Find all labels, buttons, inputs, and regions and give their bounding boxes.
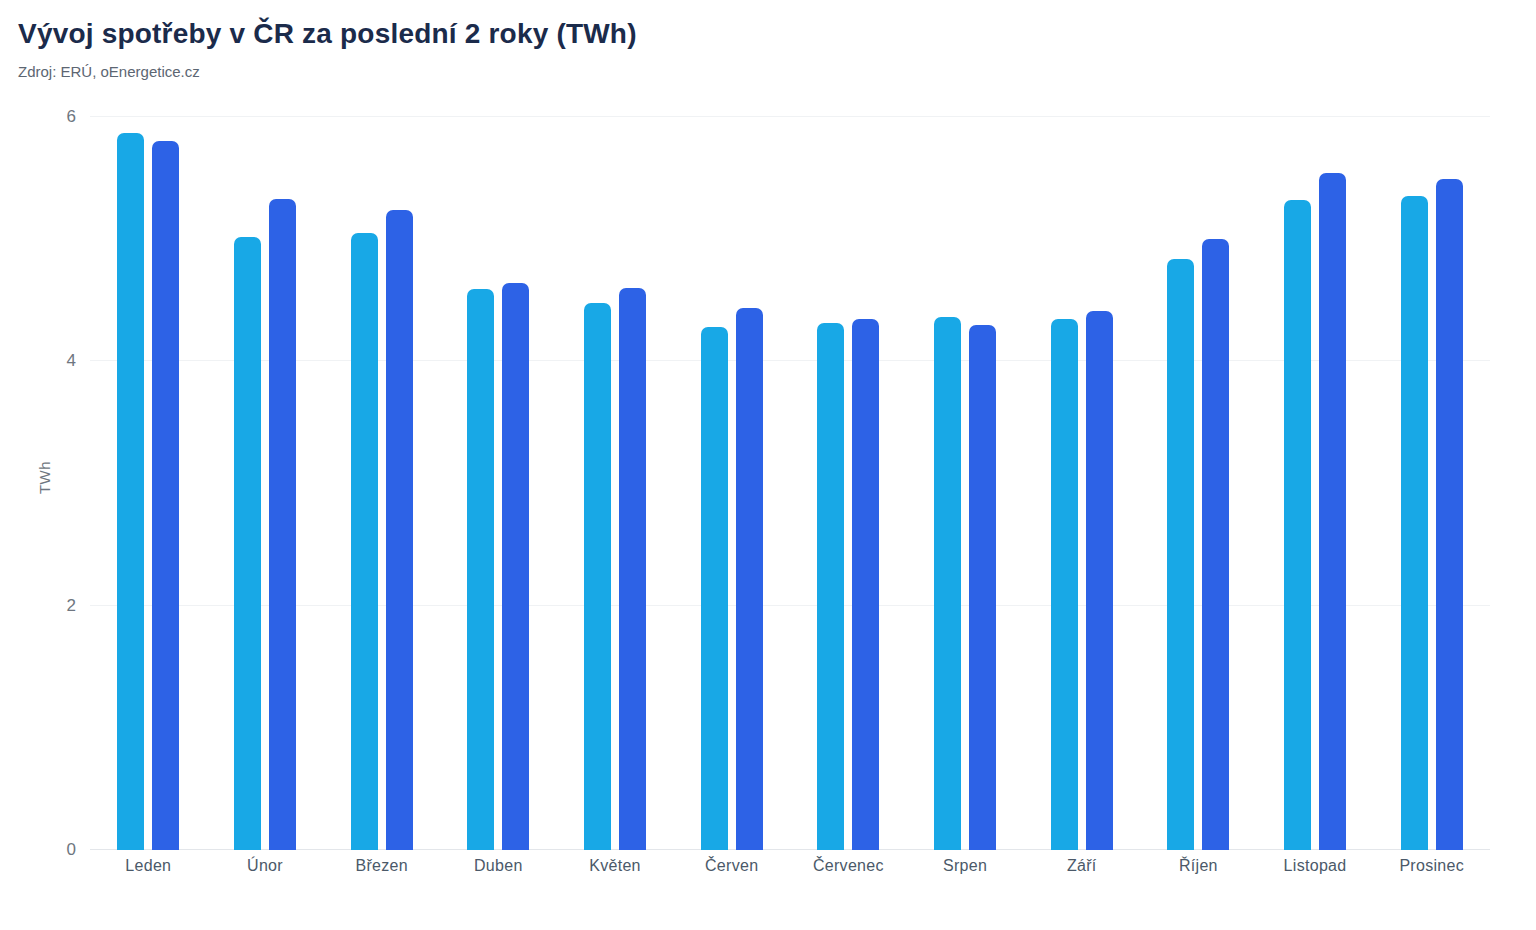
bar-Říjen-series-2[interactable]	[1202, 239, 1229, 850]
bar-Červenec-series-1[interactable]	[817, 323, 844, 850]
x-tick-label-Listopad: Listopad	[1257, 857, 1374, 875]
bar-group-Leden	[90, 117, 207, 850]
bar-group-Září	[1023, 117, 1140, 850]
bar-group-Březen	[323, 117, 440, 850]
bar-Duben-series-1[interactable]	[467, 289, 494, 850]
x-tick-label-Červenec: Červenec	[790, 857, 907, 875]
bar-group-Květen	[557, 117, 674, 850]
bar-Únor-series-1[interactable]	[234, 237, 261, 850]
bar-Září-series-1[interactable]	[1051, 319, 1078, 850]
x-tick-label-Červen: Červen	[673, 857, 790, 875]
bar-group-Prosinec	[1373, 117, 1490, 850]
bar-group-Červenec	[790, 117, 907, 850]
bar-group-Červen	[673, 117, 790, 850]
bar-Červen-series-2[interactable]	[736, 308, 763, 850]
y-tick-label-4: 4	[0, 351, 76, 371]
bar-Listopad-series-1[interactable]	[1284, 200, 1311, 850]
bar-Červenec-series-2[interactable]	[852, 319, 879, 850]
x-tick-label-Duben: Duben	[440, 857, 557, 875]
x-tick-label-Květen: Květen	[557, 857, 674, 875]
bar-group-Únor	[207, 117, 324, 850]
bar-Duben-series-2[interactable]	[502, 283, 529, 850]
x-tick-label-Srpen: Srpen	[907, 857, 1024, 875]
bar-group-Srpen	[907, 117, 1024, 850]
bar-Březen-series-2[interactable]	[386, 210, 413, 850]
bar-Říjen-series-1[interactable]	[1167, 259, 1194, 850]
bar-Leden-series-2[interactable]	[152, 141, 179, 850]
bar-Květen-series-1[interactable]	[584, 303, 611, 850]
x-axis-labels: LedenÚnorBřezenDubenKvětenČervenČervenec…	[90, 857, 1490, 875]
y-axis-ticks: 0246	[0, 117, 76, 850]
bar-Prosinec-series-2[interactable]	[1436, 179, 1463, 850]
x-tick-label-Leden: Leden	[90, 857, 207, 875]
bar-group-Listopad	[1257, 117, 1374, 850]
x-tick-label-Březen: Březen	[323, 857, 440, 875]
bar-Listopad-series-2[interactable]	[1319, 173, 1346, 850]
bar-group-Duben	[440, 117, 557, 850]
chart-title: Vývoj spotřeby v ČR za poslední 2 roky (…	[18, 18, 637, 50]
bar-Květen-series-2[interactable]	[619, 288, 646, 850]
bar-Červen-series-1[interactable]	[701, 327, 728, 850]
bars-layer	[90, 117, 1490, 850]
bar-Březen-series-1[interactable]	[351, 233, 378, 850]
x-tick-label-Září: Září	[1023, 857, 1140, 875]
bar-Září-series-2[interactable]	[1086, 311, 1113, 850]
x-tick-label-Únor: Únor	[207, 857, 324, 875]
y-tick-label-6: 6	[0, 107, 76, 127]
chart-page: Vývoj spotřeby v ČR za poslední 2 roky (…	[0, 0, 1536, 930]
x-tick-label-Prosinec: Prosinec	[1373, 857, 1490, 875]
bar-group-Říjen	[1140, 117, 1257, 850]
bar-Srpen-series-1[interactable]	[934, 317, 961, 850]
y-tick-label-2: 2	[0, 596, 76, 616]
bar-Srpen-series-2[interactable]	[969, 325, 996, 850]
x-tick-label-Říjen: Říjen	[1140, 857, 1257, 875]
bar-Leden-series-1[interactable]	[117, 133, 144, 850]
chart-subtitle: Zdroj: ERÚ, oEnergetice.cz	[18, 63, 200, 80]
bar-Prosinec-series-1[interactable]	[1401, 196, 1428, 850]
y-tick-label-0: 0	[0, 840, 76, 860]
bar-Únor-series-2[interactable]	[269, 199, 296, 850]
plot-area	[90, 117, 1490, 850]
